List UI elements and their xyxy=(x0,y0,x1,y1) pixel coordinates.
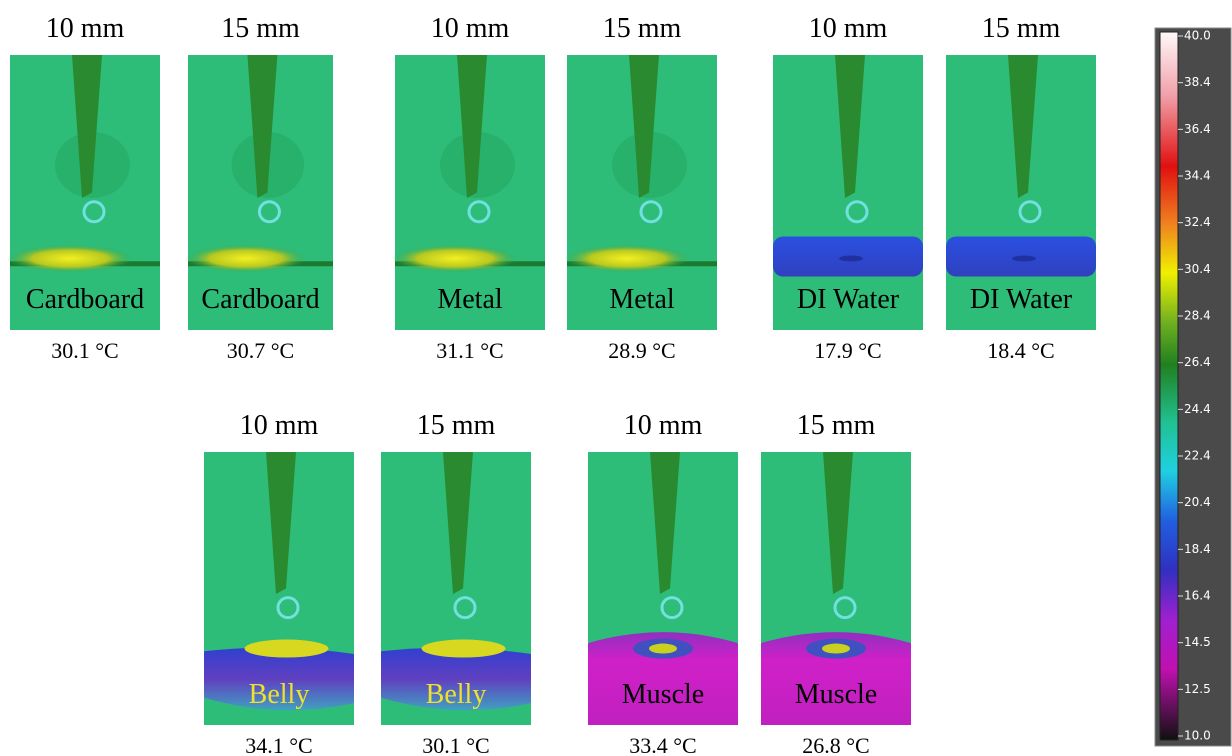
material-label: Metal xyxy=(437,284,503,315)
temperature-label: 34.1 °C xyxy=(245,733,312,756)
temperature-label: 17.9 °C xyxy=(814,338,881,363)
hot-spot xyxy=(245,640,329,658)
colorbar-tick-label: 36.4 xyxy=(1184,122,1211,136)
dip xyxy=(1012,256,1036,262)
distance-label: 10 mm xyxy=(624,410,703,441)
panel: 15 mm Muscle 26.8 °C xyxy=(761,410,911,756)
colorbar-tick-label: 26.4 xyxy=(1184,355,1211,369)
panel: 10 mm Belly 34.1 °C xyxy=(204,410,354,756)
temperature-label: 33.4 °C xyxy=(629,733,696,756)
colorbar: 40.0 38.4 36.4 34.4 32.4 30.4 28.4 26.4 24.4 22.4… xyxy=(1155,28,1231,746)
distance-label: 10 mm xyxy=(240,410,319,441)
colorbar-tick-label: 28.4 xyxy=(1184,309,1211,323)
panel: 10 mm Metal 31.1 °C xyxy=(392,13,545,363)
colorbar-tick-label: 38.4 xyxy=(1184,75,1211,89)
material-label: Cardboard xyxy=(26,284,144,315)
panel: 15 mm Belly 30.1 °C xyxy=(381,410,531,756)
hot-spot xyxy=(185,245,307,273)
panel: 15 mm Cardboard 30.7 °C xyxy=(185,13,333,363)
panel: 10 mm Cardboard 30.1 °C xyxy=(7,13,160,363)
temperature-label: 31.1 °C xyxy=(436,338,503,363)
panel: 15 mm Metal 28.9 °C xyxy=(564,13,717,363)
figure: 40.0 38.4 36.4 34.4 32.4 30.4 28.4 26.4 24.4 22.4… xyxy=(0,0,1232,756)
distance-label: 15 mm xyxy=(603,13,682,44)
colorbar-tick-label: 30.4 xyxy=(1184,262,1211,276)
hot-spot xyxy=(422,640,506,658)
hot-spot xyxy=(564,245,690,273)
colorbar-tick-label: 14.5 xyxy=(1184,635,1211,649)
hot-spot xyxy=(649,644,677,654)
material-label: Belly xyxy=(249,679,310,710)
colorbar-tick-label: 24.4 xyxy=(1184,402,1211,416)
colorbar-tick-label: 20.4 xyxy=(1184,495,1211,509)
temperature-label: 30.1 °C xyxy=(51,338,118,363)
material-label: Muscle xyxy=(795,679,877,710)
colorbar-tick-label: 16.4 xyxy=(1184,589,1211,603)
material-label: DI Water xyxy=(797,284,900,315)
material-label: Cardboard xyxy=(201,284,319,315)
colorbar-tick-label: 32.4 xyxy=(1184,215,1211,229)
material-label: DI Water xyxy=(970,284,1073,315)
distance-label: 10 mm xyxy=(46,13,125,44)
distance-label: 10 mm xyxy=(431,13,510,44)
hot-spot xyxy=(392,245,518,273)
colorbar-tick-label: 18.4 xyxy=(1184,542,1211,556)
colorbar-tick-label: 10.0 xyxy=(1184,729,1211,743)
colorbar-tick-label: 34.4 xyxy=(1184,169,1211,183)
panel: 10 mm Muscle 33.4 °C xyxy=(588,410,738,756)
distance-label: 15 mm xyxy=(982,13,1061,44)
distance-label: 15 mm xyxy=(417,410,496,441)
temperature-label: 28.9 °C xyxy=(608,338,675,363)
colorbar-tick-label: 22.4 xyxy=(1184,449,1211,463)
colorbar-tick-label: 40.0 xyxy=(1184,29,1211,43)
panel: 15 mm DI Water 18.4 °C xyxy=(946,13,1096,363)
temperature-label: 30.7 °C xyxy=(227,338,294,363)
distance-label: 15 mm xyxy=(797,410,876,441)
distance-label: 15 mm xyxy=(221,13,300,44)
material-label: Metal xyxy=(609,284,675,315)
temperature-label: 26.8 °C xyxy=(802,733,869,756)
material-label: Belly xyxy=(426,679,487,710)
hot-spot xyxy=(7,245,133,273)
dip xyxy=(839,256,863,262)
colorbar-scale xyxy=(1160,32,1178,740)
temperature-label: 30.1 °C xyxy=(422,733,489,756)
panel: 10 mm DI Water 17.9 °C xyxy=(773,13,923,363)
distance-label: 10 mm xyxy=(809,13,888,44)
temperature-label: 18.4 °C xyxy=(987,338,1054,363)
colorbar-tick-label: 12.5 xyxy=(1184,682,1211,696)
material-label: Muscle xyxy=(622,679,704,710)
hot-spot xyxy=(822,644,850,654)
